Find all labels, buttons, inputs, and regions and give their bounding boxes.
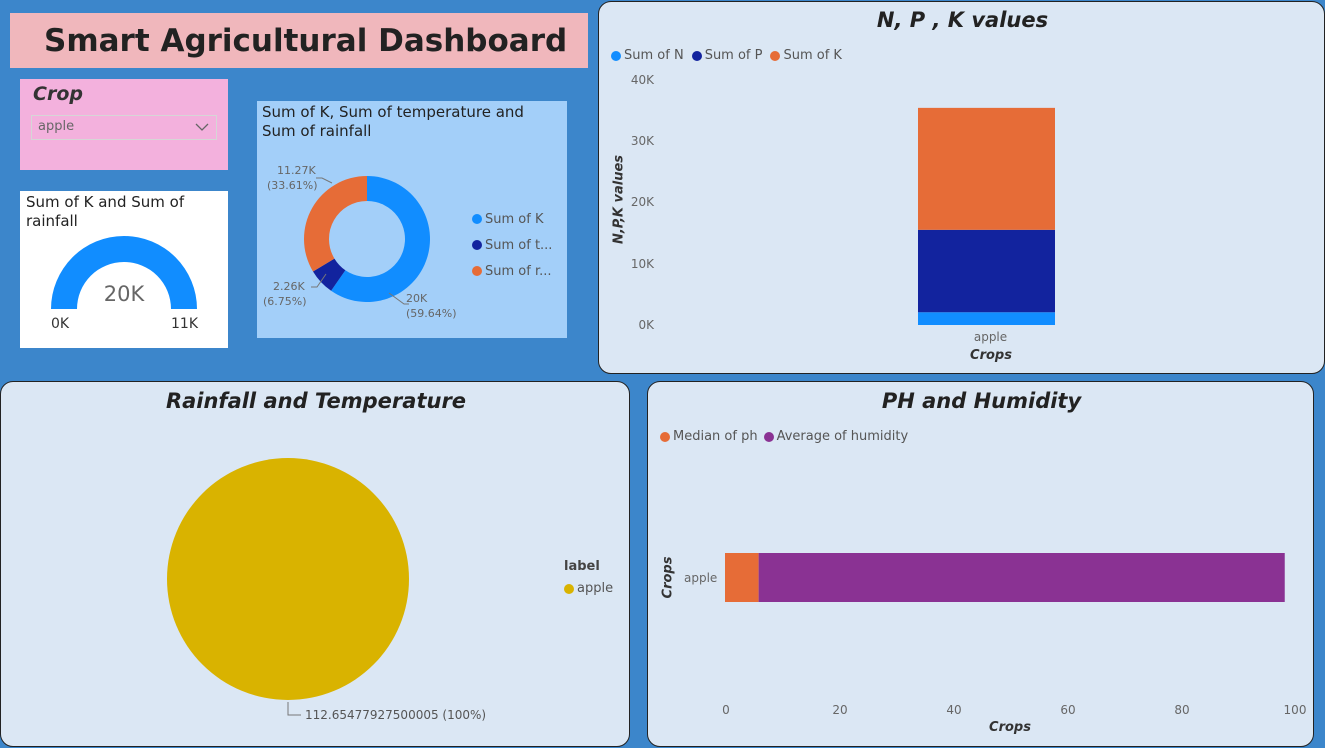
donut-card: Sum of K, Sum of temperature and Sum of …	[257, 101, 567, 338]
npk-legend-item[interactable]: Sum of P	[691, 48, 762, 63]
phh-bar-segment	[758, 553, 1285, 602]
slicer-label: Crop	[33, 83, 83, 105]
rainfall-title: Rainfall and Temperature	[165, 389, 467, 413]
npk-ytick: 10K	[630, 257, 654, 271]
title-banner: Smart Agricultural Dashboard	[10, 13, 588, 68]
npk-bar-segment	[918, 229, 1055, 313]
pie-slice-apple	[167, 458, 409, 700]
donut-slice	[331, 176, 430, 302]
phh-legend-item[interactable]: Median of ph	[660, 429, 758, 444]
npk-ylabel: N,P,K values	[611, 154, 627, 245]
npk-xtick: apple	[973, 330, 1008, 344]
phh-xtick: 20	[832, 703, 848, 717]
pie-leader-line	[287, 702, 301, 716]
gauge-title: Sum of K and Sum of rainfall	[26, 193, 185, 230]
pie-data-label: 112.65477927500005 (100%)	[305, 708, 487, 722]
npk-bar-segment	[918, 107, 1055, 230]
phh-legend-item[interactable]: Average of humidity	[763, 429, 908, 444]
npk-ytick: 40K	[630, 73, 654, 87]
donut-title: Sum of K, Sum of temperature and Sum of …	[262, 103, 524, 140]
npk-chart	[918, 107, 1055, 325]
npk-legend-item[interactable]: Sum of N	[611, 48, 684, 63]
phh-xlabel: Crops	[989, 720, 1031, 735]
leader-line-k	[388, 292, 409, 305]
gauge-min: 0K	[51, 316, 70, 332]
phh-ytick: apple	[684, 571, 718, 585]
donut-label-k: 20K (59.64%)	[406, 292, 457, 320]
crop-dropdown[interactable]: apple	[31, 115, 217, 140]
chevron-down-icon	[195, 123, 209, 131]
npk-ytick: 0K	[638, 318, 654, 332]
crop-slicer: Crop apple	[20, 79, 228, 170]
leader-line-r	[316, 177, 333, 184]
donut-slice	[304, 176, 367, 272]
donut-chart	[304, 176, 430, 305]
gauge-arc	[51, 236, 197, 309]
donut-label-t: 2.26K (6.75%)	[263, 280, 307, 308]
npk-xlabel: Crops	[970, 348, 1012, 363]
npk-ytick: 30K	[630, 134, 654, 148]
phh-legend: Median of ph Average of humidity	[660, 429, 908, 444]
gauge-chart	[51, 236, 197, 309]
npk-bar-segment	[918, 312, 1055, 325]
donut-legend: Sum of K Sum of t... Sum of r...	[472, 206, 552, 284]
phh-chart	[725, 553, 1285, 602]
npk-legend: Sum of N Sum of P Sum of K	[611, 48, 842, 63]
dropdown-value: apple	[38, 119, 75, 134]
phh-ylabel: Crops	[660, 556, 676, 599]
phh-xtick: 60	[1060, 703, 1076, 717]
npk-ytick: 20K	[630, 195, 654, 209]
gauge-value: 20K	[103, 282, 145, 306]
rainfall-pie	[167, 458, 409, 716]
gauge-card: Sum of K and Sum of rainfall 20K 0K 11K	[20, 191, 228, 348]
donut-slice	[312, 258, 346, 291]
phh-xtick: 100	[1283, 703, 1307, 717]
donut-legend-item[interactable]: Sum of t...	[472, 232, 552, 258]
phh-xtick: 80	[1174, 703, 1190, 717]
phh-bar-segment	[725, 553, 759, 602]
npk-legend-item[interactable]: Sum of K	[770, 48, 842, 63]
rainfall-panel: Rainfall and Temperature 112.65477927500…	[0, 381, 630, 747]
npk-panel: N, P , K values Sum of N Sum of P Sum of…	[598, 1, 1325, 374]
donut-label-r: 11.27K (33.61%)	[267, 164, 318, 192]
ph-humidity-title: PH and Humidity	[881, 389, 1082, 413]
donut-legend-item[interactable]: Sum of r...	[472, 258, 552, 284]
phh-xtick: 40	[946, 703, 962, 717]
pie-legend-title: label	[564, 559, 600, 574]
npk-title: N, P , K values	[876, 8, 1049, 32]
phh-xtick: 0	[722, 703, 730, 717]
gauge-max: 11K	[171, 316, 198, 332]
leader-line-t	[311, 273, 327, 288]
donut-legend-item[interactable]: Sum of K	[472, 206, 552, 232]
dashboard-title: Smart Agricultural Dashboard	[44, 23, 568, 59]
pie-legend-item[interactable]: apple	[564, 581, 613, 596]
ph-humidity-panel: PH and Humidity Median of ph Average of …	[647, 381, 1314, 747]
